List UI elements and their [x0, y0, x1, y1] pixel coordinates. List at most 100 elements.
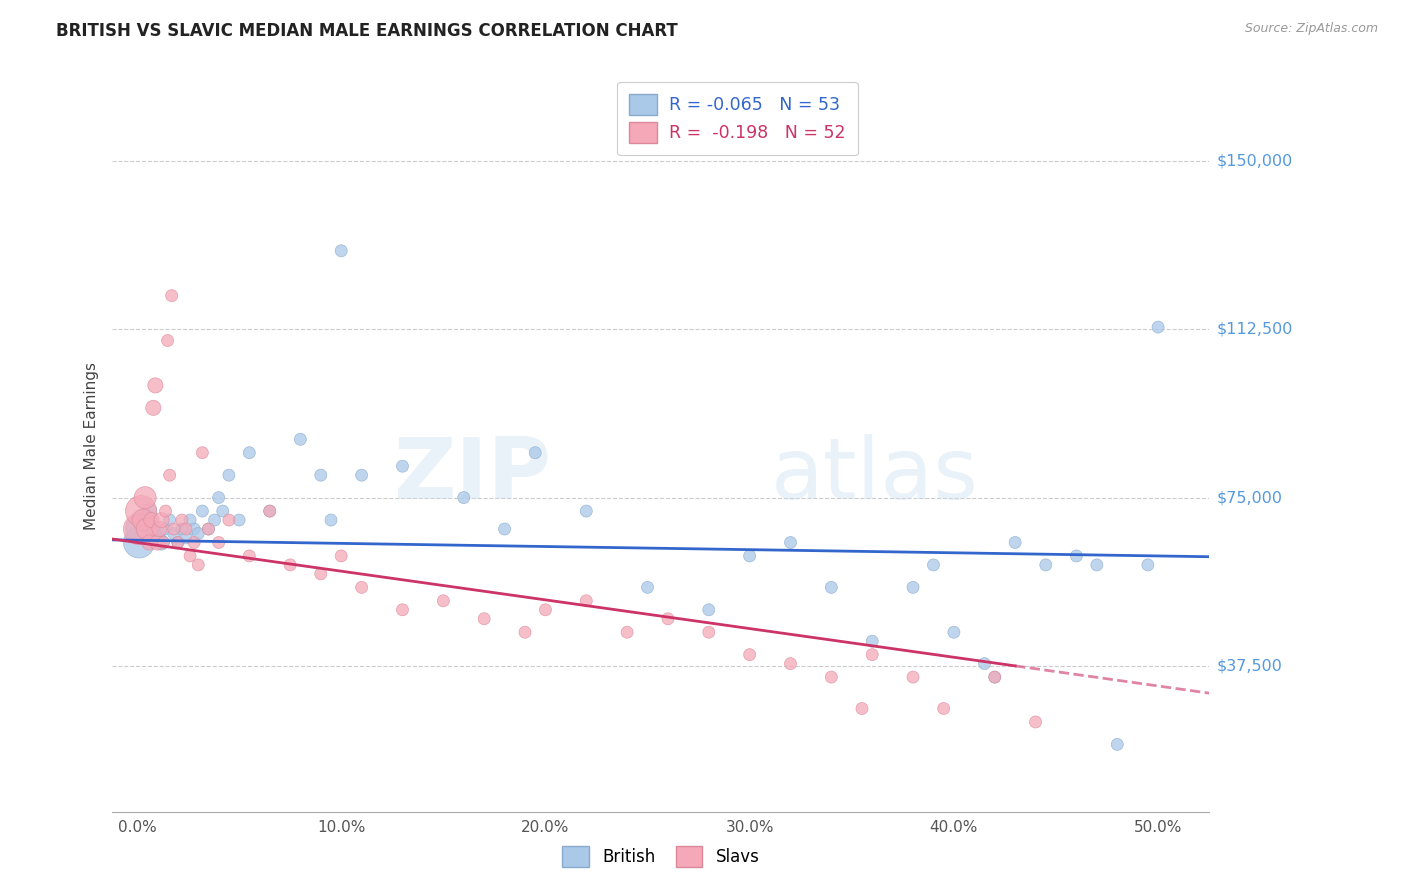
Point [901, 580, 924, 594]
Point [155, 504, 177, 518]
Point [160, 288, 183, 302]
Point [637, 580, 659, 594]
Point [973, 657, 995, 671]
Point [187, 558, 209, 572]
Point [159, 513, 181, 527]
Point [142, 401, 165, 415]
Point [145, 378, 167, 392]
Point [330, 549, 353, 563]
Point [150, 535, 173, 549]
Point [575, 504, 598, 518]
Point [534, 603, 557, 617]
Point [183, 522, 205, 536]
Point [208, 535, 231, 549]
Point [1066, 549, 1088, 563]
Point [191, 504, 214, 518]
Point [211, 504, 233, 518]
Point [159, 468, 181, 483]
Point [170, 522, 193, 536]
Point [218, 468, 240, 483]
Point [278, 558, 301, 572]
Text: $150,000: $150,000 [1216, 153, 1292, 169]
Text: $112,500: $112,500 [1216, 322, 1292, 337]
Point [259, 504, 281, 518]
Point [129, 522, 152, 536]
Point [901, 670, 924, 684]
Point [350, 580, 373, 594]
Point [860, 648, 883, 662]
Point [138, 535, 160, 549]
Point [174, 531, 197, 545]
Point [820, 580, 842, 594]
Point [179, 549, 201, 563]
Point [204, 513, 226, 527]
Point [228, 513, 250, 527]
Point [391, 603, 413, 617]
Point [983, 670, 1005, 684]
Point [1004, 535, 1026, 549]
Point [179, 513, 201, 527]
Point [128, 535, 150, 549]
Point [932, 701, 955, 715]
Point [391, 459, 413, 474]
Point [820, 670, 842, 684]
Point [1085, 558, 1108, 572]
Point [170, 513, 193, 527]
Point [616, 625, 638, 640]
Point [513, 625, 536, 640]
Point [738, 549, 761, 563]
Point [146, 531, 169, 545]
Point [860, 634, 883, 648]
Text: Source: ZipAtlas.com: Source: ZipAtlas.com [1244, 22, 1378, 36]
Point [238, 446, 260, 460]
Point [148, 522, 170, 536]
Point [134, 513, 156, 527]
Point [183, 535, 205, 549]
Point [150, 513, 173, 527]
Point [238, 549, 260, 563]
Point [983, 670, 1005, 684]
Point [146, 535, 169, 549]
Point [166, 535, 188, 549]
Point [197, 522, 219, 536]
Point [738, 648, 761, 662]
Text: ZIP: ZIP [394, 434, 551, 516]
Point [779, 535, 801, 549]
Point [575, 594, 598, 608]
Point [187, 526, 209, 541]
Point [197, 522, 219, 536]
Text: $75,000: $75,000 [1216, 490, 1282, 505]
Point [472, 612, 495, 626]
Point [152, 535, 174, 549]
Point [156, 334, 179, 348]
Point [134, 491, 156, 505]
Point [524, 446, 547, 460]
Point [1035, 558, 1057, 572]
Point [330, 244, 353, 258]
Point [128, 522, 150, 536]
Point [218, 513, 240, 527]
Point [155, 522, 177, 536]
Point [142, 522, 165, 536]
Legend: British, Slavs: British, Slavs [553, 836, 769, 877]
Point [309, 566, 332, 581]
Point [138, 504, 160, 518]
Point [350, 468, 373, 483]
Point [942, 625, 965, 640]
Text: atlas: atlas [770, 434, 979, 516]
Text: $37,500: $37,500 [1216, 658, 1282, 673]
Point [129, 504, 152, 518]
Y-axis label: Median Male Earnings: Median Male Earnings [83, 362, 98, 530]
Point [1136, 558, 1159, 572]
Point [163, 522, 186, 536]
Point [166, 535, 188, 549]
Point [1107, 738, 1129, 752]
Point [208, 491, 231, 505]
Point [290, 432, 312, 446]
Point [132, 513, 155, 527]
Point [453, 491, 475, 505]
Point [657, 612, 679, 626]
Point [141, 513, 163, 527]
Point [163, 526, 186, 541]
Point [174, 522, 197, 536]
